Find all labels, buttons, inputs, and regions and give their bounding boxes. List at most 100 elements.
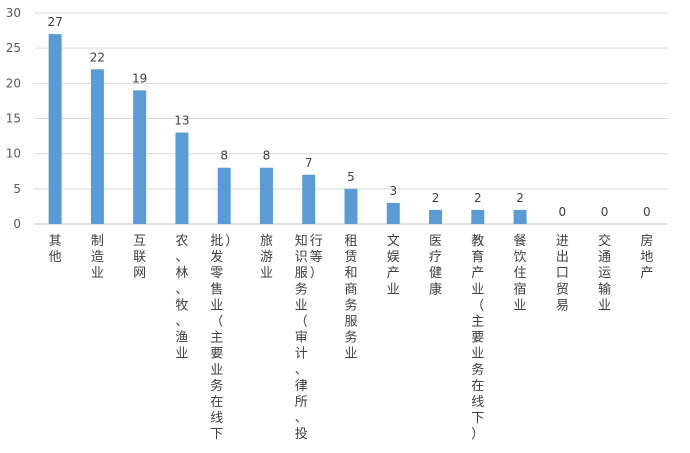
- data-label: 0: [559, 205, 567, 219]
- category-label-char: （: [471, 298, 484, 313]
- data-label: 27: [47, 15, 62, 29]
- category-label-char: 在: [471, 379, 484, 394]
- category-label: 房地产房地产: [640, 233, 653, 281]
- category-label-char: 主: [471, 315, 484, 330]
- category-label-char: 运: [598, 266, 611, 281]
- category-label-char: 务: [344, 330, 357, 346]
- category-label-char: 康: [429, 281, 442, 297]
- category-label-char: 通: [598, 250, 611, 265]
- bar: [429, 209, 443, 224]
- category-label-char: 牧: [175, 298, 188, 313]
- category-label-char: 线: [210, 411, 223, 426]
- category-label-char: 健: [429, 266, 442, 281]
- category-label-char: （: [210, 315, 223, 330]
- category-label-char: 业: [598, 298, 611, 313]
- category-label-char: 娱: [387, 250, 400, 265]
- category-label-char: 业: [471, 282, 484, 297]
- category-label-char: 主: [210, 331, 223, 346]
- category-label-char: 赁: [344, 250, 357, 265]
- data-label: 13: [174, 114, 189, 128]
- data-label: 22: [90, 50, 105, 64]
- category-label-char: 产: [471, 266, 484, 281]
- category-label-char: 租: [344, 234, 357, 249]
- category-label: 交通运输业交通运输业: [598, 233, 611, 313]
- category-label-char: 易: [556, 298, 569, 313]
- category-label-char: 要: [471, 331, 484, 346]
- category-label-char: 业: [210, 363, 223, 378]
- category-label-char: 交: [598, 233, 611, 249]
- category-label-char: 务: [210, 378, 223, 394]
- bar: [259, 167, 273, 224]
- category-label-char: 线: [471, 395, 484, 410]
- category-label-char: 产: [640, 266, 653, 281]
- category-label-char: 业: [210, 298, 223, 313]
- bar: [217, 167, 231, 224]
- bar: [344, 188, 358, 224]
- category-label-char: 投: [295, 426, 308, 442]
- category-label-char: 林: [175, 266, 188, 281]
- category-label-char: 其: [49, 234, 62, 249]
- category-label: 其他其他: [49, 234, 62, 265]
- y-tick-label: 30: [6, 6, 21, 20]
- category-label: 餐饮住宿业餐饮住宿业: [514, 233, 527, 313]
- category-label-char: 服: [295, 266, 308, 281]
- data-label: 2: [516, 191, 524, 205]
- category-label-char: 所: [295, 395, 308, 410]
- category-label-char: 贸: [556, 282, 569, 297]
- category-label-char: 业: [260, 266, 273, 281]
- category-label-char: 互: [133, 234, 146, 249]
- category-label-char: 务: [471, 362, 484, 378]
- category-label-char: 务: [344, 297, 357, 313]
- y-tick-label: 20: [6, 76, 21, 90]
- category-label-char: 疗: [429, 250, 442, 265]
- category-label-char: 行: [310, 234, 323, 249]
- category-label-char: 业: [471, 347, 484, 362]
- category-label-char: 业: [91, 266, 104, 281]
- category-label-char: 零: [210, 266, 223, 281]
- category-label-char: 旅: [260, 234, 273, 249]
- bar: [302, 174, 316, 224]
- y-tick-label: 10: [6, 147, 21, 161]
- category-label-char: 、: [295, 411, 308, 426]
- category-label-char: 、: [175, 282, 188, 297]
- bar: [471, 209, 485, 224]
- category-label-char: 饮: [514, 250, 527, 265]
- category-label-char: 他: [49, 250, 62, 265]
- y-tick-label: 0: [13, 217, 21, 231]
- category-label-char: 造: [91, 250, 104, 265]
- category-label: 租赁和商务服务业租赁和商务服务业: [344, 234, 357, 362]
- category-label-char: 文: [387, 234, 400, 249]
- category-label-char: 务: [295, 281, 308, 297]
- category-label-char: 售: [210, 281, 223, 297]
- category-label-char: 在: [210, 395, 223, 410]
- data-label: 7: [305, 156, 313, 170]
- y-tick-label: 5: [13, 182, 21, 196]
- category-label-char: 地: [640, 250, 653, 265]
- category-label-char: 批: [210, 234, 223, 249]
- data-label: 2: [474, 191, 482, 205]
- category-label: 医疗健康医疗健康: [429, 234, 442, 297]
- category-label-char: 餐: [514, 233, 527, 249]
- category-label-char: ）: [471, 427, 484, 442]
- category-label-char: 医: [429, 234, 442, 249]
- category-label-char: 游: [260, 250, 273, 265]
- category-label-char: 、: [175, 315, 188, 330]
- data-label: 8: [263, 149, 271, 163]
- category-label-char: 审: [295, 331, 308, 346]
- category-label-char: 联: [133, 250, 146, 265]
- category-label-char: 知: [295, 233, 308, 249]
- data-label: 19: [132, 71, 147, 85]
- category-label: 农、林、牧、渔业农、林、牧、渔业: [175, 234, 188, 362]
- category-label-char: 、: [175, 250, 188, 265]
- data-label: 0: [601, 205, 609, 219]
- category-label-char: 宿: [514, 281, 527, 297]
- category-label-char: 下: [210, 427, 223, 442]
- bar: [48, 34, 62, 224]
- category-label-char: 要: [210, 347, 223, 362]
- category-label-char: 农: [175, 234, 188, 249]
- category-label-char: 计: [295, 347, 308, 362]
